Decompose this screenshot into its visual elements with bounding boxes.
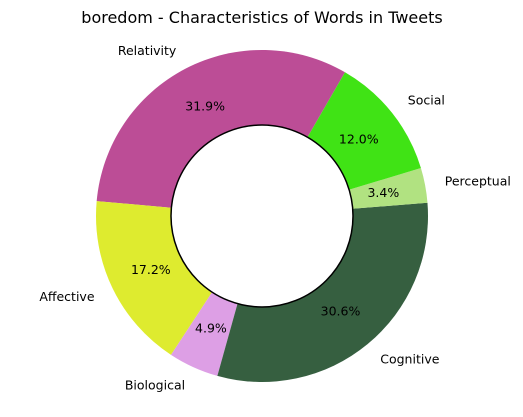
percent-label-cognitive: 30.6%: [321, 303, 361, 318]
percent-label-social: 12.0%: [339, 131, 379, 146]
category-label-social: Social: [408, 92, 445, 107]
percent-label-affective: 17.2%: [131, 262, 171, 277]
percent-label-relativity: 31.9%: [185, 98, 225, 113]
percent-label-perceptual: 3.4%: [367, 185, 399, 200]
donut-hole: [170, 124, 354, 308]
category-labels-group: Relativity Affective Biological Cognitive Pe…: [39, 43, 511, 392]
category-label-cognitive: Cognitive: [380, 352, 439, 367]
category-label-relativity: Relativity: [118, 43, 177, 58]
percent-label-biological: 4.9%: [195, 320, 227, 335]
chart-title: boredom - Characteristics of Words in Tw…: [81, 8, 442, 27]
percent-labels-group: 31.9% 17.2% 4.9% 30.6% 3.4% 12.0%: [131, 98, 399, 335]
category-label-perceptual: Perceptual: [445, 174, 511, 189]
category-label-biological: Biological: [125, 377, 185, 392]
category-label-affective: Affective: [39, 289, 94, 304]
